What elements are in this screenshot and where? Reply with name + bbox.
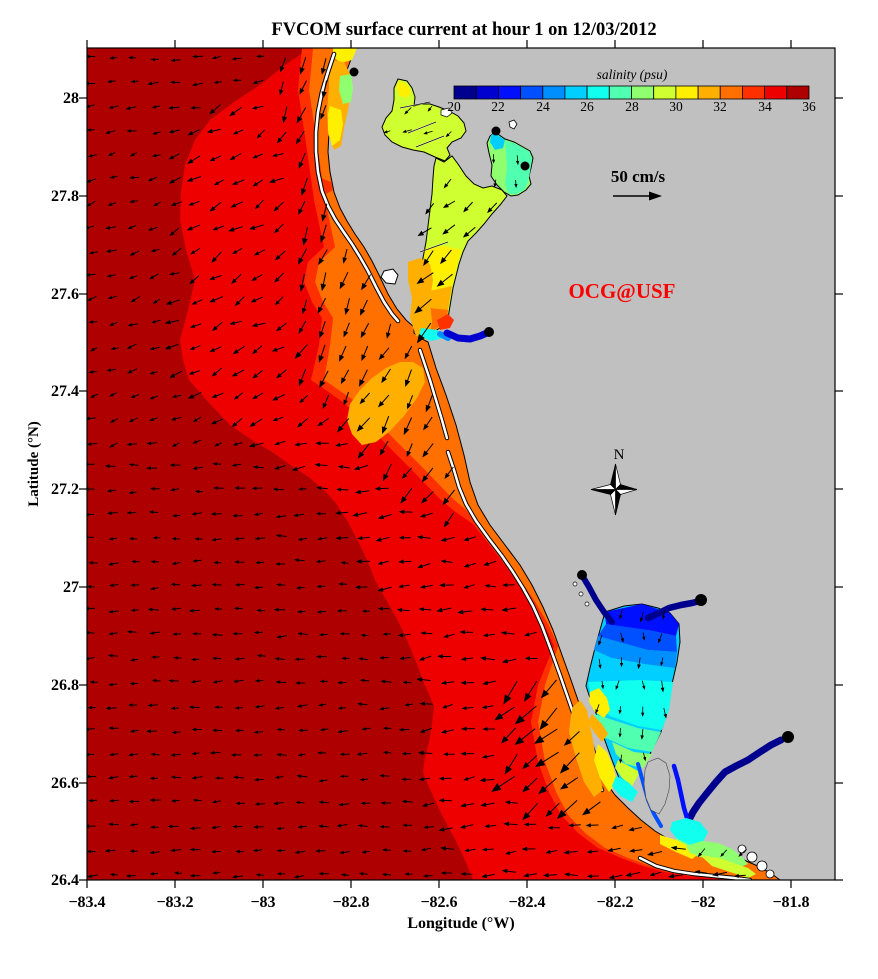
svg-text:30: 30 (669, 99, 683, 114)
svg-text:FVCOM surface current at hour: FVCOM surface current at hour 1 on 12/03… (271, 20, 656, 40)
svg-text:28: 28 (63, 90, 79, 107)
svg-text:26: 26 (580, 99, 594, 114)
svg-text:−83.2: −83.2 (156, 894, 193, 911)
svg-text:22: 22 (491, 99, 505, 114)
svg-text:26.8: 26.8 (51, 677, 79, 694)
svg-text:−81.8: −81.8 (772, 894, 809, 911)
svg-text:34: 34 (758, 99, 772, 114)
svg-text:OCG@USF: OCG@USF (568, 279, 675, 303)
svg-text:−83: −83 (250, 894, 275, 911)
svg-text:27.2: 27.2 (51, 481, 79, 498)
svg-text:20: 20 (447, 99, 461, 114)
svg-text:24: 24 (536, 99, 550, 114)
svg-text:salinity (psu): salinity (psu) (597, 67, 668, 82)
svg-text:−82.8: −82.8 (332, 894, 369, 911)
svg-text:−83.4: −83.4 (68, 894, 105, 911)
svg-text:N: N (614, 447, 625, 463)
svg-text:−82.4: −82.4 (508, 894, 545, 911)
svg-text:36: 36 (802, 99, 816, 114)
svg-text:26.4: 26.4 (51, 872, 79, 889)
svg-text:Longitude (°W): Longitude (°W) (407, 915, 514, 932)
svg-text:27.4: 27.4 (51, 383, 79, 400)
svg-text:−82: −82 (690, 894, 715, 911)
svg-text:−82.6: −82.6 (420, 894, 457, 911)
svg-text:27.8: 27.8 (51, 188, 79, 205)
svg-text:27.6: 27.6 (51, 286, 79, 303)
svg-text:−82.2: −82.2 (596, 894, 633, 911)
svg-text:28: 28 (625, 99, 639, 114)
svg-text:Latitude (°N): Latitude (°N) (26, 421, 42, 507)
svg-text:50 cm/s: 50 cm/s (611, 167, 666, 186)
svg-text:27: 27 (63, 579, 79, 596)
svg-text:26.6: 26.6 (51, 775, 79, 792)
svg-text:32: 32 (713, 99, 727, 114)
